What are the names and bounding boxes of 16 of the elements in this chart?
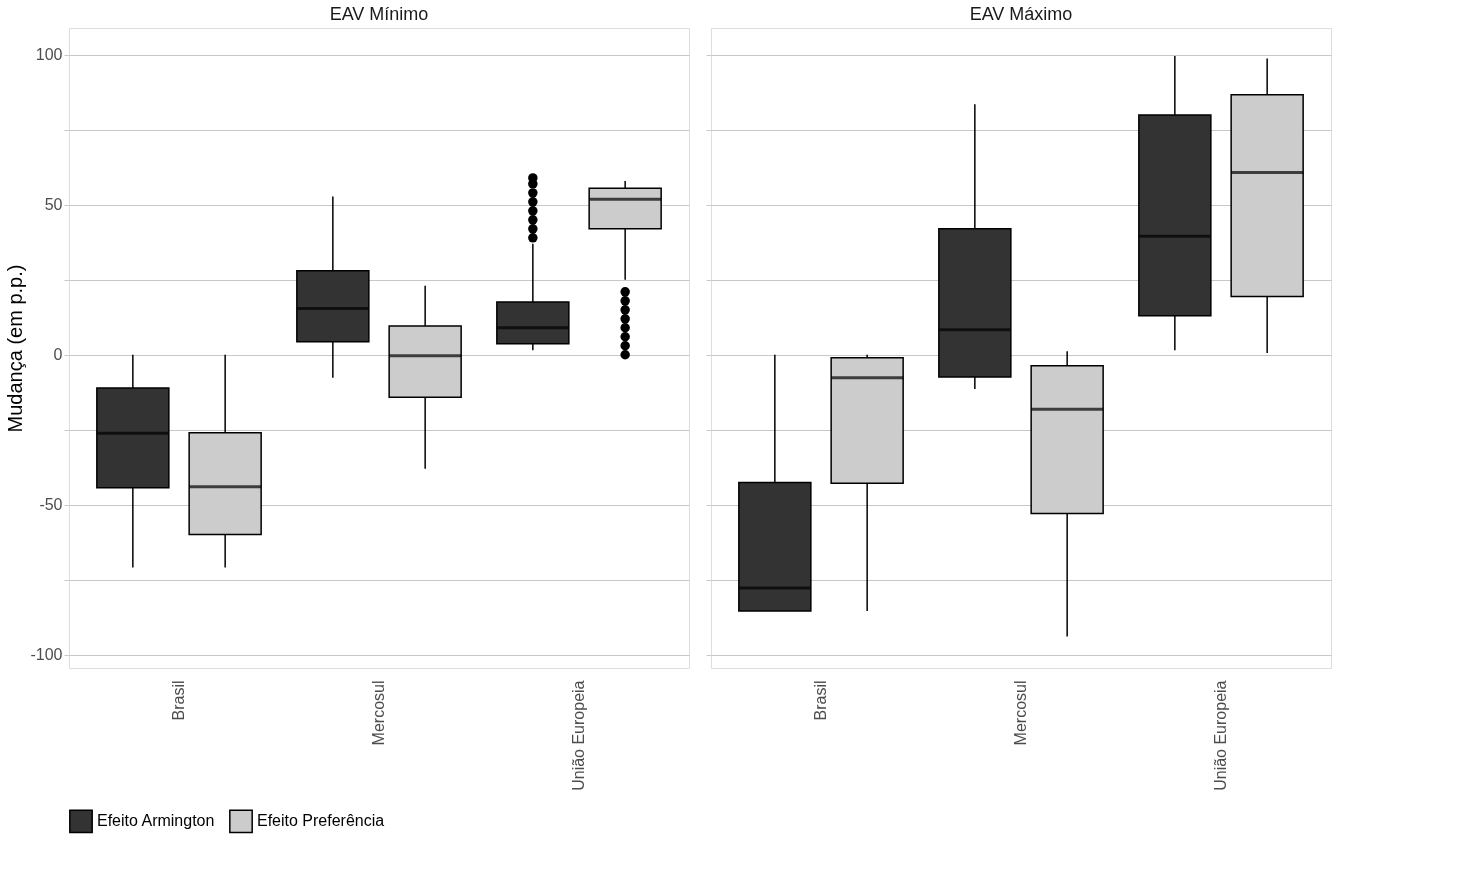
y-axis-title: Mudança (em p.p.) — [4, 264, 27, 433]
chart-title: EAV Mínimo — [329, 4, 429, 24]
y-tick-label: 0 — [53, 346, 63, 364]
x-tick-label: União Europeia — [570, 680, 587, 791]
x-tick-label: Brasil — [170, 680, 187, 721]
y-tick-label: 50 — [44, 196, 63, 214]
x-tick-label: Brasil — [812, 680, 829, 721]
x-tick-label: União Europeia — [1212, 680, 1229, 791]
y-tick-label: -50 — [39, 496, 63, 514]
legend-label: Efeito Armington — [97, 812, 215, 830]
x-tick-label: Mercosul — [370, 680, 387, 746]
y-tick-label: -100 — [30, 646, 63, 664]
y-tick-label: 100 — [35, 46, 63, 64]
x-tick-label: Mercosul — [1012, 680, 1029, 746]
legend-label: Efeito Preferência — [257, 812, 385, 830]
chart-title: EAV Máximo — [969, 4, 1073, 24]
